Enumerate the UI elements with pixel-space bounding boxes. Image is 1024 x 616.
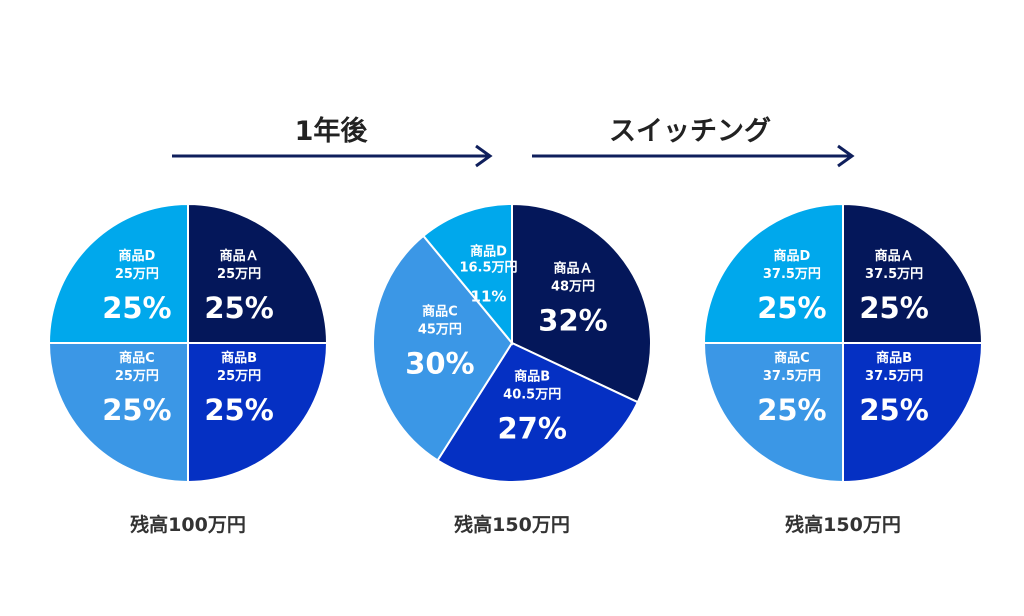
pie-two-slice-b-name-label: 商品B: [514, 368, 550, 384]
pie-chart-three: 商品Ａ 37.5万円 25% 商品B 37.5万円 25% 商品C 37.5万円 25% 商品D 3…: [702, 202, 984, 536]
pie-one-slice-: [187, 202, 329, 344]
transition-arrows: 1年後 スイッチング: [172, 115, 855, 168]
pie-one-slice-c: [47, 342, 189, 484]
arrow-label-one-year-later: 1年後: [295, 115, 369, 147]
pie-three-slice-d-name-label: 商品D: [774, 248, 811, 264]
pie-one-slice-c-percent-label: 25%: [102, 393, 171, 427]
pie-two-slice-c-amount-label: 45万円: [418, 323, 462, 338]
pie-two-slice-b: [436, 341, 640, 483]
arrow-head-switching: [837, 144, 855, 168]
pie-one-slice-d-percent-label: 25%: [102, 291, 171, 325]
pie-two-slice-b-percent-label: 27%: [497, 411, 566, 445]
pie-two-slice-: [511, 202, 652, 404]
arrow-head-one-year-later: [475, 144, 493, 168]
pie-three-slice-: [842, 202, 984, 344]
pie-one-slice-b-percent-label: 25%: [204, 393, 273, 427]
pie-three-slice-c-amount-label: 37.5万円: [763, 369, 821, 384]
pie-two-slice--percent-label: 32%: [538, 303, 607, 337]
pie-three-slice--percent-label: 25%: [859, 291, 928, 325]
arrow-switching: スイッチング: [532, 115, 855, 168]
balance-caption-one: 残高100万円: [130, 513, 246, 536]
pie-one-slice-d: [47, 202, 189, 344]
pie-chart-one: 商品Ａ 25万円 25% 商品B 25万円 25% 商品C 25万円 25% 商品D 25万円 25%…: [47, 202, 329, 536]
pie-three-slice-d: [702, 202, 844, 344]
pie-one-slice--amount-label: 25万円: [217, 267, 261, 282]
pie-two-slice-d-amount-label: 16.5万円: [459, 261, 517, 276]
pie-one-slice-b-amount-label: 25万円: [217, 369, 261, 384]
pie-one-slice-d-name-label: 商品D: [119, 248, 156, 264]
pie-two-slice-c-percent-label: 30%: [405, 347, 474, 381]
pie-one-slice-d-amount-label: 25万円: [115, 267, 159, 282]
pie-three-slice-b-name-label: 商品B: [876, 350, 912, 366]
pie-three-slice-b: [842, 342, 984, 484]
pie-chart-two: 商品Ａ 48万円 32% 商品B 40.5万円 27% 商品C 45万円 30% 商品D16.5万…: [372, 202, 652, 536]
pie-one-slice--name-label: 商品Ａ: [220, 248, 259, 264]
pie-two-slice-d: [421, 202, 513, 346]
pie-three-slice-d-amount-label: 37.5万円: [763, 267, 821, 282]
arrow-label-switching: スイッチング: [609, 115, 771, 147]
pie-two-slice--name-label: 商品Ａ: [553, 260, 592, 276]
balance-caption-two: 残高150万円: [454, 513, 570, 536]
pie-three-slice--name-label: 商品Ａ: [875, 248, 914, 264]
pie-one-slice-c-name-label: 商品C: [119, 350, 155, 366]
pie-two-slice-c-name-label: 商品C: [422, 304, 458, 320]
pie-three-slice--amount-label: 37.5万円: [865, 267, 923, 282]
pie-one-slice-b: [187, 342, 329, 484]
pie-three-slice-d-percent-label: 25%: [757, 291, 826, 325]
pie-two-slice-b-amount-label: 40.5万円: [503, 387, 561, 402]
pie-three-slice-b-percent-label: 25%: [859, 393, 928, 427]
pie-three-slice-c-name-label: 商品C: [774, 350, 810, 366]
pie-one-slice-c-amount-label: 25万円: [115, 369, 159, 384]
pie-two-slice-d-percent-label: 11%: [471, 288, 507, 306]
pie-two-slice-d-name-label: 商品D: [470, 244, 507, 260]
balance-caption-three: 残高150万円: [785, 513, 901, 536]
pie-charts: 商品Ａ 25万円 25% 商品B 25万円 25% 商品C 25万円 25% 商品D 25万円 25%…: [47, 202, 984, 536]
pie-three-slice-c-percent-label: 25%: [757, 393, 826, 427]
pie-two-slice-c: [372, 234, 514, 462]
arrow-one-year-later: 1年後: [172, 115, 493, 168]
pie-one-slice--percent-label: 25%: [204, 291, 273, 325]
pie-three-slice-c: [702, 342, 844, 484]
pie-three-slice-b-amount-label: 37.5万円: [865, 369, 923, 384]
pie-two-slice--amount-label: 48万円: [551, 279, 595, 294]
pie-one-slice-b-name-label: 商品B: [221, 350, 257, 366]
